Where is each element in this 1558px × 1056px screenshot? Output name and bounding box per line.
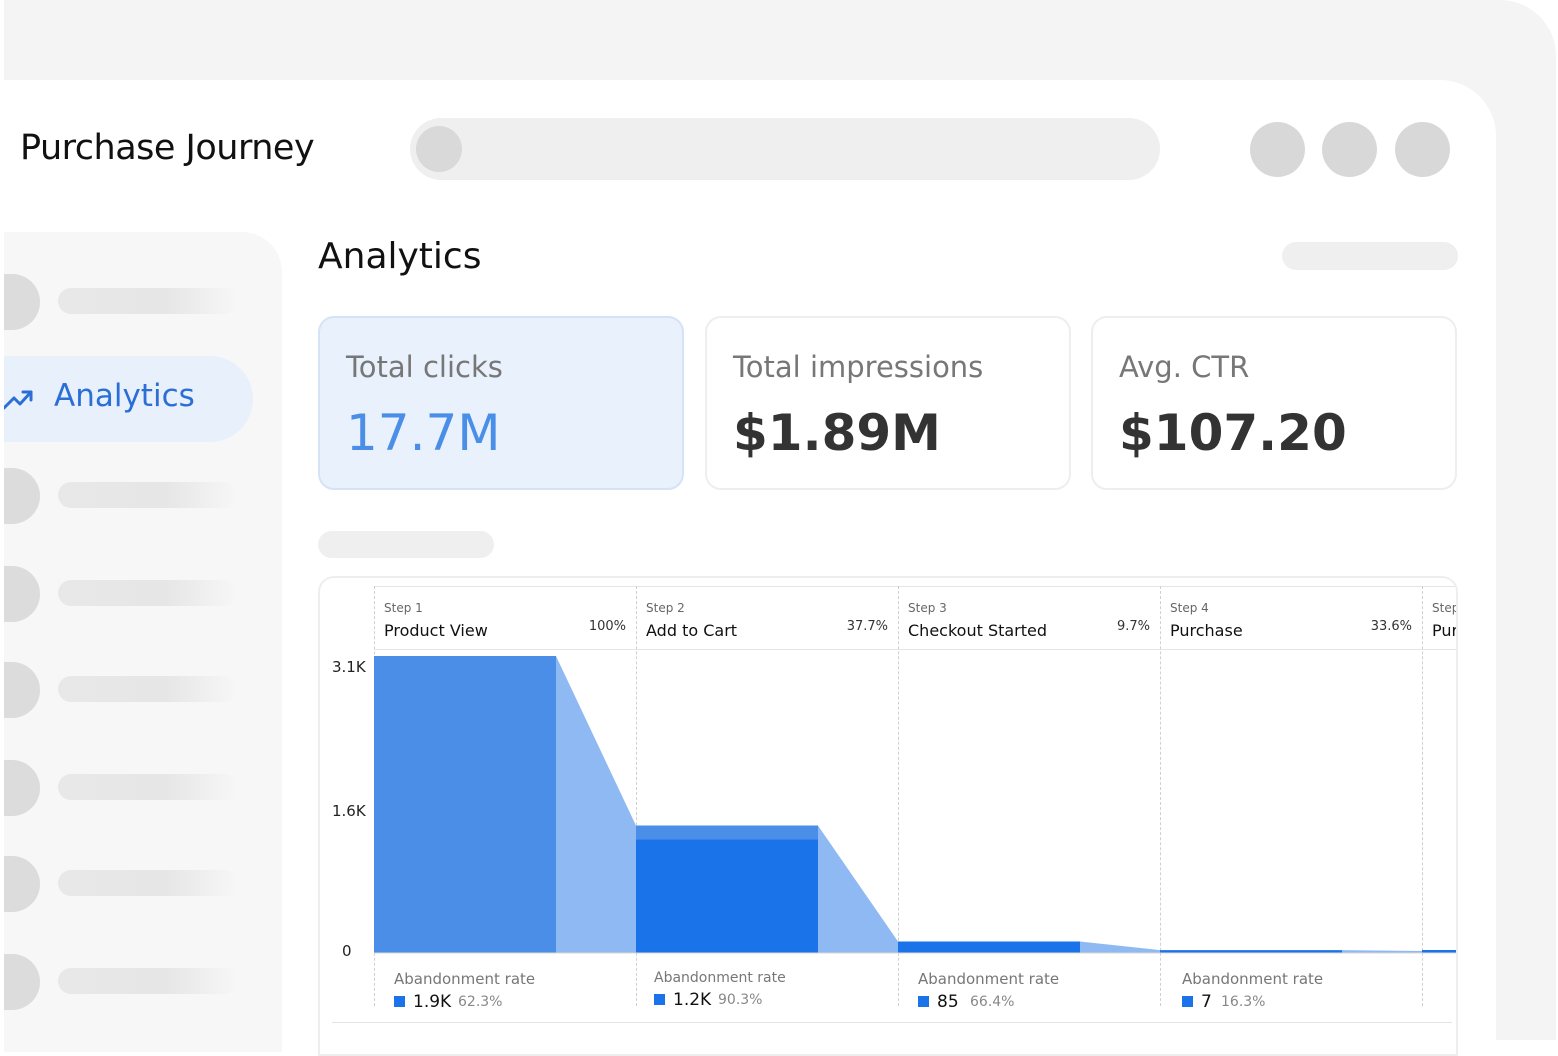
abandonment-swatch	[394, 996, 405, 1007]
step-number: Step 4	[1170, 601, 1209, 615]
step-name: Product View	[384, 621, 488, 640]
step-header-1[interactable]: Step 1 Product View 100%	[374, 586, 636, 650]
funnel-panel: Step 1 Product View 100% Step 2 Add to C…	[318, 576, 1458, 1056]
step-name: Purc	[1432, 621, 1458, 640]
step-header-5[interactable]: Step Purc	[1422, 586, 1458, 650]
funnel-dropoff	[818, 825, 898, 953]
column-divider	[636, 586, 637, 1006]
column-divider	[1422, 586, 1423, 1006]
abandonment-count: 1.2K	[673, 990, 712, 1010]
header-action-button-1[interactable]	[1250, 122, 1305, 177]
kpi-card-total-impressions[interactable]: Total impressions $1.89M	[705, 316, 1071, 490]
y-tick-label: 1.6K	[332, 802, 366, 820]
kpi-value: $107.20	[1119, 404, 1347, 462]
kpi-label: Avg. CTR	[1119, 350, 1250, 384]
step-number: Step	[1432, 601, 1458, 615]
panel-footer-divider	[332, 1022, 1452, 1023]
abandonment-label: Abandonment rate	[1182, 970, 1324, 988]
y-tick-label: 3.1K	[332, 658, 366, 676]
sidebar-item-label: Analytics	[54, 378, 195, 414]
step-header-3[interactable]: Step 3 Checkout Started 9.7%	[898, 586, 1160, 650]
column-divider	[1160, 586, 1161, 1006]
trending-up-icon	[4, 390, 33, 410]
kpi-label: Total impressions	[733, 350, 984, 384]
y-tick-label: 0	[342, 942, 352, 960]
abandonment-count: 1.9K	[413, 992, 452, 1012]
abandonment-swatch	[654, 994, 665, 1005]
sidebar-item-analytics[interactable]: Analytics	[4, 356, 253, 442]
step-header-2[interactable]: Step 2 Add to Cart 37.7%	[636, 586, 898, 650]
sidebar-item-label-placeholder	[58, 870, 238, 896]
header-action-button-2[interactable]	[1322, 122, 1377, 177]
sidebar-item-label-placeholder	[58, 482, 238, 508]
abandonment-label: Abandonment rate	[654, 970, 786, 986]
abandonment-swatch	[1182, 996, 1193, 1007]
abandonment-percent: 62.3%	[458, 994, 503, 1010]
step-number: Step 2	[646, 601, 685, 615]
funnel-bar-cap	[636, 825, 818, 840]
abandonment-percent: 16.3%	[1221, 994, 1266, 1010]
funnel-bar[interactable]	[1422, 950, 1458, 953]
step-number: Step 3	[908, 601, 947, 615]
funnel-bar[interactable]	[374, 656, 556, 953]
step-name: Checkout Started	[908, 621, 1048, 640]
abandonment-label: Abandonment rate	[394, 970, 536, 988]
funnel-bar[interactable]	[1160, 950, 1342, 953]
kpi-value: 17.7M	[346, 404, 501, 462]
sidebar-item-label-placeholder	[58, 676, 238, 702]
step-name: Purchase	[1170, 621, 1243, 640]
funnel-bar[interactable]	[636, 825, 818, 953]
section-title-placeholder	[318, 531, 494, 558]
funnel-bar[interactable]	[898, 941, 1080, 953]
abandonment-percent: 66.4%	[970, 994, 1015, 1010]
abandonment-swatch	[918, 996, 929, 1007]
step-percent: 100%	[588, 619, 626, 634]
step-number: Step 1	[384, 601, 423, 615]
sidebar	[4, 232, 282, 1052]
funnel-dropoff	[556, 656, 636, 953]
abandonment-count: 7	[1201, 992, 1212, 1012]
step-percent: 37.7%	[846, 619, 888, 634]
date-range-placeholder[interactable]	[1282, 242, 1458, 270]
sidebar-item-label-placeholder	[58, 580, 238, 606]
app-title: Purchase Journey	[20, 128, 315, 168]
kpi-label: Total clicks	[346, 350, 503, 384]
funnel-dropoff	[1080, 941, 1160, 953]
funnel-dropoff	[1342, 950, 1422, 953]
column-divider	[898, 586, 899, 1006]
kpi-card-avg-ctr[interactable]: Avg. CTR $107.20	[1091, 316, 1457, 490]
page-title: Analytics	[318, 236, 482, 277]
search-icon	[416, 126, 462, 172]
abandonment-count: 85	[937, 992, 959, 1012]
step-name: Add to Cart	[646, 621, 738, 640]
search-bar[interactable]	[410, 118, 1160, 180]
sidebar-item-label-placeholder	[58, 968, 238, 994]
funnel-chart	[374, 656, 1458, 954]
kpi-card-total-clicks[interactable]: Total clicks 17.7M	[318, 316, 684, 490]
abandonment-percent: 90.3%	[718, 992, 763, 1008]
sidebar-item-label-placeholder	[58, 774, 238, 800]
kpi-value: $1.89M	[733, 404, 941, 462]
step-percent: 33.6%	[1370, 619, 1412, 634]
sidebar-item-label-placeholder	[58, 288, 238, 314]
step-percent: 9.7%	[1116, 619, 1150, 634]
abandonment-label: Abandonment rate	[918, 970, 1060, 988]
header-action-button-3[interactable]	[1395, 122, 1450, 177]
step-header-4[interactable]: Step 4 Purchase 33.6%	[1160, 586, 1422, 650]
